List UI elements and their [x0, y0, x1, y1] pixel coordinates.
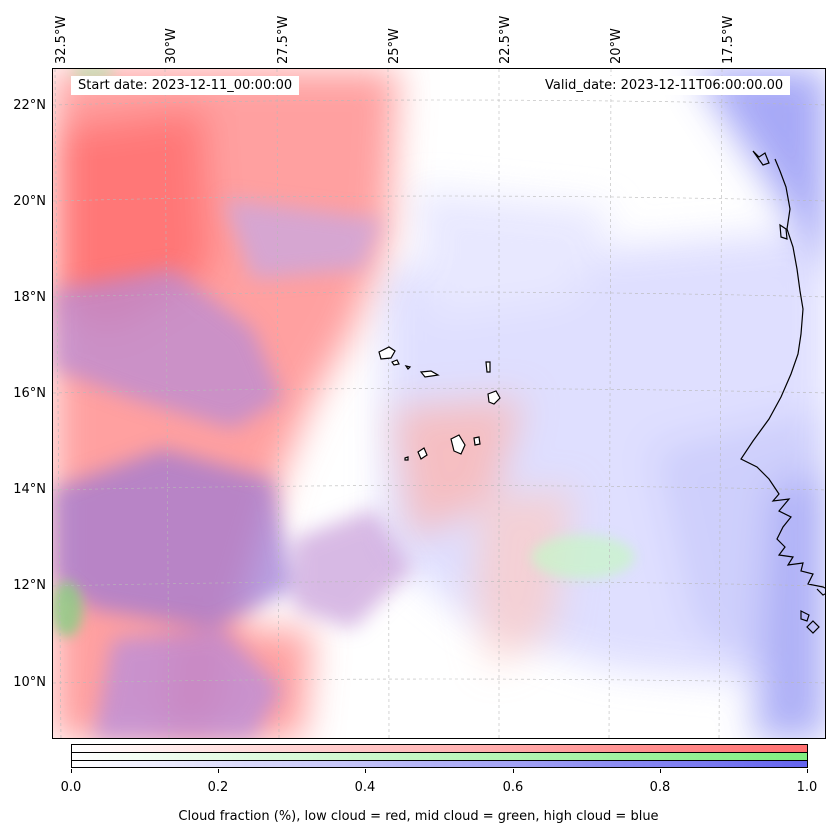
lon-label-27-5w: 27.5°W: [276, 15, 291, 64]
lon-label-20w: 20°W: [609, 28, 624, 64]
valid-date-label: Valid_date: 2023-12-11T06:00:00.00: [538, 76, 791, 95]
colorbar-tick: [660, 769, 661, 773]
lon-label-25w: 25°W: [387, 28, 402, 64]
colorbar-tick: [807, 769, 808, 773]
lat-label-22n: 22°N: [13, 98, 46, 113]
colorbar-tick: [71, 769, 72, 773]
lat-label-18n: 18°N: [13, 290, 46, 305]
colorbar: [71, 744, 808, 768]
colorbar-mid-cloud: [72, 753, 807, 760]
colorbar-high-cloud: [72, 761, 807, 767]
colorbar-divider: [72, 752, 807, 753]
colorbar-tick-label: 0.8: [649, 780, 671, 795]
colorbar-tick-label: 0.2: [207, 780, 229, 795]
colorbar-tick-label: 0.6: [502, 780, 524, 795]
colorbar-title: Cloud fraction (%), low cloud = red, mid…: [178, 809, 659, 824]
start-date-label: Start date: 2023-12-11_00:00:00: [71, 76, 300, 95]
lon-label-22-5w: 22.5°W: [498, 15, 513, 64]
colorbar-tick: [218, 769, 219, 773]
lat-label-20n: 20°N: [13, 194, 46, 209]
mixed-cloud-field: [53, 199, 413, 738]
cloud-fraction-map: [52, 68, 826, 739]
colorbar-divider: [72, 760, 807, 761]
african-coastline: [740, 150, 825, 634]
colorbar-tick: [365, 769, 366, 773]
map-canvas: [53, 69, 825, 738]
colorbar-tick-label: 0.4: [354, 780, 376, 795]
gridlines: [53, 69, 825, 738]
lat-label-14n: 14°N: [13, 482, 46, 497]
lon-label-30w: 30°W: [164, 28, 179, 64]
lon-label-32-5w: 32.5°W: [54, 15, 69, 64]
colorbar-low-cloud: [72, 745, 807, 752]
lat-label-12n: 12°N: [13, 578, 46, 593]
colorbar-tick-label: 0.0: [60, 780, 82, 795]
lat-label-16n: 16°N: [13, 386, 46, 401]
lon-label-17-5w: 17.5°W: [721, 15, 736, 64]
colorbar-tick: [513, 769, 514, 773]
colorbar-tick-label: 1.0: [796, 780, 818, 795]
cape-verde-islands: [378, 346, 501, 461]
lat-label-10n: 10°N: [13, 675, 46, 690]
